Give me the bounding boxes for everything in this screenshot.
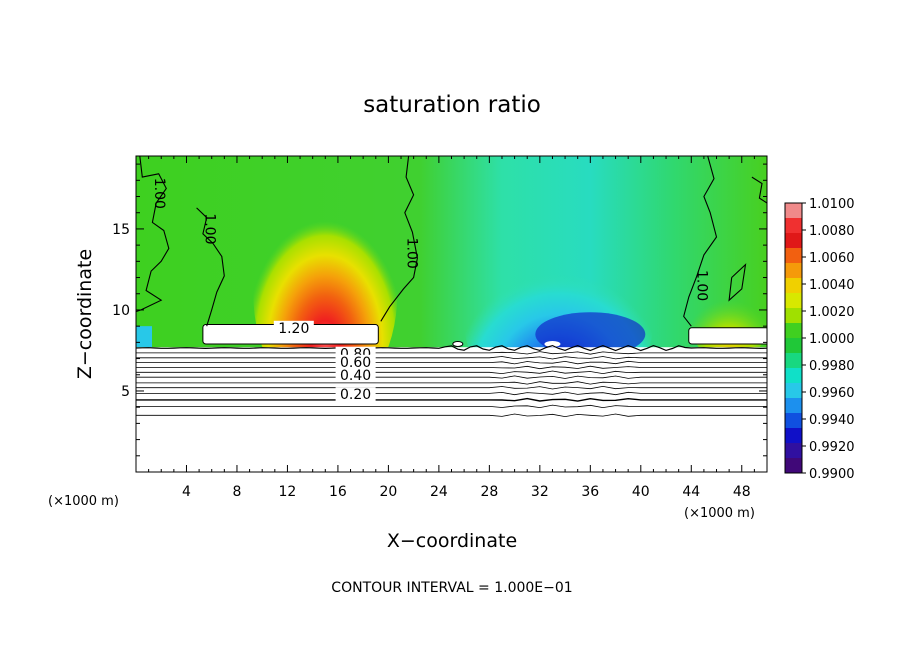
contour-line-1.00 — [683, 156, 718, 327]
colorbar-label: 0.9980 — [809, 359, 855, 374]
contour-line — [136, 397, 767, 402]
colorbar-label: 0.9900 — [809, 467, 855, 482]
contour-label: 1.20 — [278, 321, 309, 337]
contour-line — [136, 370, 767, 375]
colorbar — [784, 202, 803, 474]
y-axis-label: Z−coordinate — [74, 249, 96, 379]
plot-area — [135, 155, 768, 473]
colorbar-swatch — [785, 323, 802, 339]
colorbar-swatch — [785, 458, 802, 474]
heatmap-field — [136, 156, 767, 472]
x-unit-left: (×1000 m) — [48, 494, 119, 509]
contour-line — [136, 385, 767, 390]
colorbar-label: 0.9960 — [809, 386, 855, 401]
x-tick-label: 44 — [682, 484, 700, 500]
x-tick-label: 16 — [329, 484, 347, 500]
x-tick-label: 8 — [232, 484, 241, 500]
colorbar-swatch — [785, 398, 802, 414]
contour-label: 1.00 — [201, 213, 217, 244]
colorbar-label: 0.9920 — [809, 440, 855, 455]
colorbar-label: 1.0020 — [809, 305, 855, 320]
contour-line — [136, 351, 767, 355]
x-tick-label: 24 — [430, 484, 448, 500]
chart-title: saturation ratio — [363, 92, 541, 118]
colorbar-swatch — [785, 443, 802, 459]
colorbar-label: 1.0100 — [809, 197, 855, 212]
colorbar-label: 1.0060 — [809, 251, 855, 266]
contour-line-1.00 — [728, 263, 747, 302]
colorbar-label: 1.0080 — [809, 224, 855, 239]
colorbar-swatch — [785, 293, 802, 309]
contour-label-bg — [335, 354, 376, 369]
contour-label-bg — [273, 320, 314, 335]
contour-line — [136, 360, 767, 365]
x-tick-label: 48 — [733, 484, 751, 500]
colorbar-label: 1.0000 — [809, 332, 855, 347]
colorbar-swatch — [785, 248, 802, 264]
heatmap-left-edge — [136, 326, 152, 348]
colorbar-swatch — [785, 278, 802, 294]
contour-labels: 1.001.001.001.001.200.800.600.400.20 — [151, 178, 710, 403]
y-axis: 5 10 15 — [112, 163, 767, 457]
contour-label: 0.40 — [340, 368, 371, 384]
contour-label: 0.60 — [340, 355, 371, 371]
heatmap-cool-core — [535, 312, 646, 357]
x-tick-label: 28 — [480, 484, 498, 500]
contour-label: 0.20 — [340, 387, 371, 403]
cloud-blob — [544, 340, 561, 347]
contour-line — [136, 413, 767, 418]
contour-line-1.00 — [136, 156, 170, 313]
colorbar-label: 1.0040 — [809, 278, 855, 293]
x-tick-label: 12 — [279, 484, 297, 500]
cloud-region-right — [688, 327, 767, 345]
x-tick-label: 32 — [531, 484, 549, 500]
contour-interval-note: CONTOUR INTERVAL = 1.000E−01 — [331, 580, 572, 596]
colorbar-swatch — [785, 413, 802, 429]
contour-line-1.00 — [196, 207, 225, 327]
colorbar-swatch — [785, 368, 802, 384]
colorbar-swatch — [785, 308, 802, 324]
colorbar-swatch — [785, 233, 802, 249]
contour-line — [136, 375, 767, 379]
contour-label-bg — [335, 367, 376, 382]
colorbar-labels: 1.0100 1.0080 1.0060 1.0040 1.0020 1.0000 0.99… — [802, 197, 855, 482]
colorbar-swatch — [785, 218, 802, 234]
colorbar-swatch — [785, 383, 802, 399]
x-unit-right: (×1000 m) — [684, 506, 755, 521]
colorbar-swatch — [785, 263, 802, 279]
contour-label-bg — [335, 387, 376, 402]
x-tick-label: 20 — [379, 484, 397, 500]
colorbar-swatch — [785, 428, 802, 444]
x-axis-label: X−coordinate — [387, 530, 517, 552]
cloud-blob — [452, 340, 464, 347]
y-tick-label: 15 — [112, 222, 130, 238]
contour-line — [136, 404, 767, 409]
contour-line-1.00 — [380, 156, 418, 322]
subsaturated-region — [136, 347, 767, 472]
interface-contour — [136, 344, 767, 352]
x-tick-label: 36 — [581, 484, 599, 500]
y-tick-label: 5 — [121, 384, 130, 400]
x-tick-label: 40 — [632, 484, 650, 500]
colorbar-label: 0.9940 — [809, 413, 855, 428]
colorbar-swatch — [785, 203, 802, 219]
contour-line — [136, 365, 767, 370]
y-tick-label: 10 — [112, 303, 130, 319]
contour-label: 1.00 — [403, 238, 419, 269]
x-axis: 4 8 12 16 20 24 28 32 36 40 44 48 — [148, 156, 755, 500]
contour-line — [136, 391, 767, 396]
contour-line — [136, 381, 767, 385]
colorbar-swatch — [785, 353, 802, 369]
colorbar-swatch — [785, 338, 802, 354]
contour-line — [136, 356, 767, 360]
contour-line-1.00 — [751, 176, 767, 204]
contour-label: 1.00 — [151, 178, 167, 209]
x-tick-label: 4 — [182, 484, 191, 500]
contour-label: 1.00 — [694, 270, 710, 301]
